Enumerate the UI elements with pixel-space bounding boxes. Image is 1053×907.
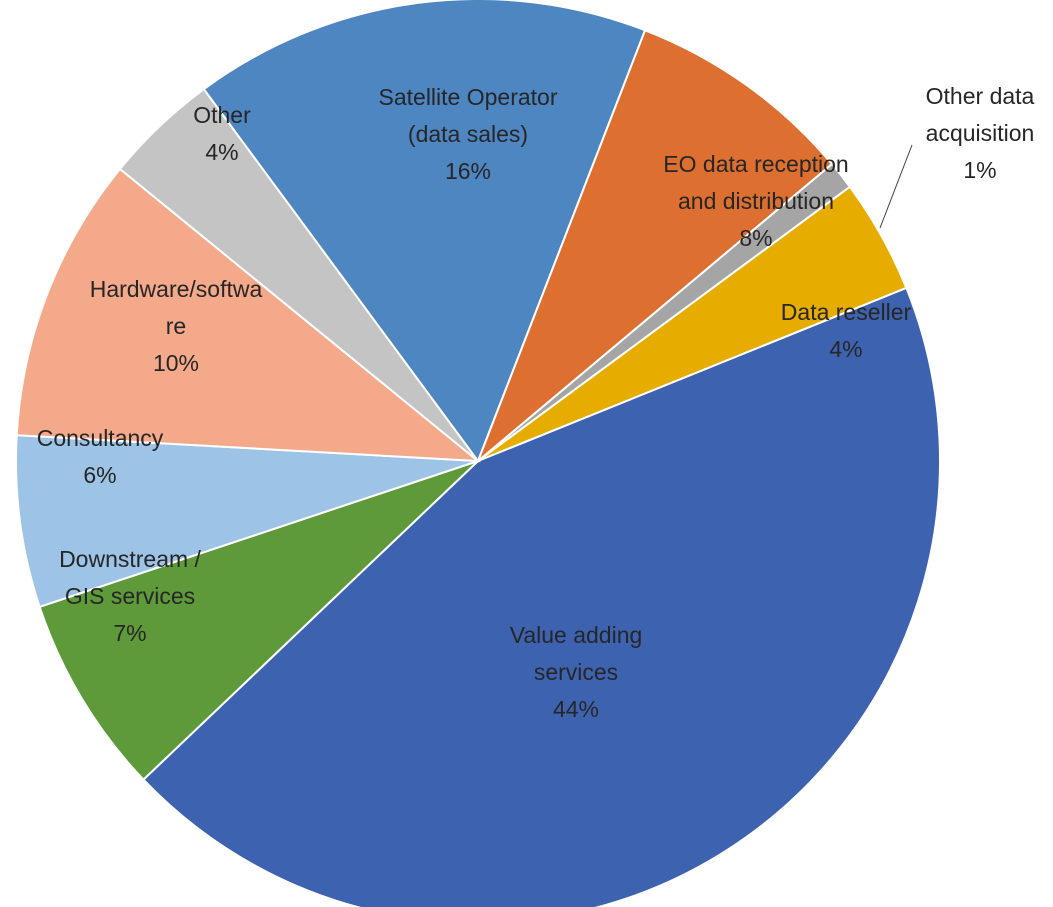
slice-name-hardware-software: re bbox=[166, 313, 186, 339]
slice-name-satellite-operator: Satellite Operator bbox=[379, 84, 558, 110]
slice-value-other: 4% bbox=[205, 139, 238, 165]
slice-value-eo-data-reception: 8% bbox=[739, 225, 772, 251]
slice-name-satellite-operator: (data sales) bbox=[408, 121, 528, 147]
slice-value-value-adding-services: 44% bbox=[553, 696, 599, 722]
slice-value-consultancy: 6% bbox=[83, 462, 116, 488]
pie-slice-value-adding-services bbox=[142, 286, 942, 907]
slice-value-data-reseller: 4% bbox=[829, 336, 862, 362]
slice-value-other-data-acquisition: 1% bbox=[963, 157, 996, 183]
slice-name-other-data-acquisition: Other data bbox=[926, 83, 1035, 109]
pie-slices bbox=[15, 0, 942, 907]
slice-label-value-adding-services: Value adding services 44% bbox=[510, 622, 643, 722]
slice-name-consultancy: Consultancy bbox=[37, 425, 164, 451]
pie-slice-hardware-software bbox=[15, 167, 482, 463]
slice-name-data-reseller: Data reseller bbox=[781, 299, 912, 325]
slice-name-value-adding-services: Value adding bbox=[510, 622, 643, 648]
slice-name-other: Other bbox=[193, 102, 251, 128]
slice-label-satellite-operator: Satellite Operator (data sales) 16% bbox=[379, 84, 558, 184]
slice-name-downstream-gis-services: GIS services bbox=[65, 583, 195, 609]
slice-name-eo-data-reception: EO data reception bbox=[663, 151, 848, 177]
leader-line-other-data-acquisition bbox=[879, 144, 913, 229]
pie-slice-downstream-gis-services bbox=[38, 460, 479, 782]
slice-label-hardware-software: Hardware/softwa re 10% bbox=[90, 276, 263, 376]
slice-label-downstream-gis-services: Downstream / GIS services 7% bbox=[59, 546, 201, 646]
slice-name-downstream-gis-services: Downstream / bbox=[59, 546, 201, 572]
slice-label-eo-data-reception: EO data reception and distribution 8% bbox=[663, 151, 848, 251]
slice-value-satellite-operator: 16% bbox=[445, 158, 491, 184]
pie-slice-eo-data-reception bbox=[477, 28, 834, 462]
slice-name-eo-data-reception: and distribution bbox=[678, 188, 834, 214]
slice-value-hardware-software: 10% bbox=[153, 350, 199, 376]
slice-name-hardware-software: Hardware/softwa bbox=[90, 276, 263, 302]
leader-lines bbox=[879, 144, 913, 229]
slice-label-other: Other 4% bbox=[193, 102, 251, 165]
pie-slice-consultancy bbox=[15, 434, 479, 609]
slice-label-other-data-acquisition: Other data acquisition 1% bbox=[926, 83, 1035, 183]
slice-labels: Other data acquisition 1% Data reseller 4% Va… bbox=[37, 83, 1035, 722]
slice-label-data-reseller: Data reseller 4% bbox=[781, 299, 912, 362]
slice-value-downstream-gis-services: 7% bbox=[113, 620, 146, 646]
slice-name-other-data-acquisition: acquisition bbox=[926, 120, 1035, 146]
pie-slice-satellite-operator bbox=[202, 0, 647, 464]
slice-name-value-adding-services: services bbox=[534, 659, 618, 685]
slice-label-consultancy: Consultancy 6% bbox=[37, 425, 164, 488]
